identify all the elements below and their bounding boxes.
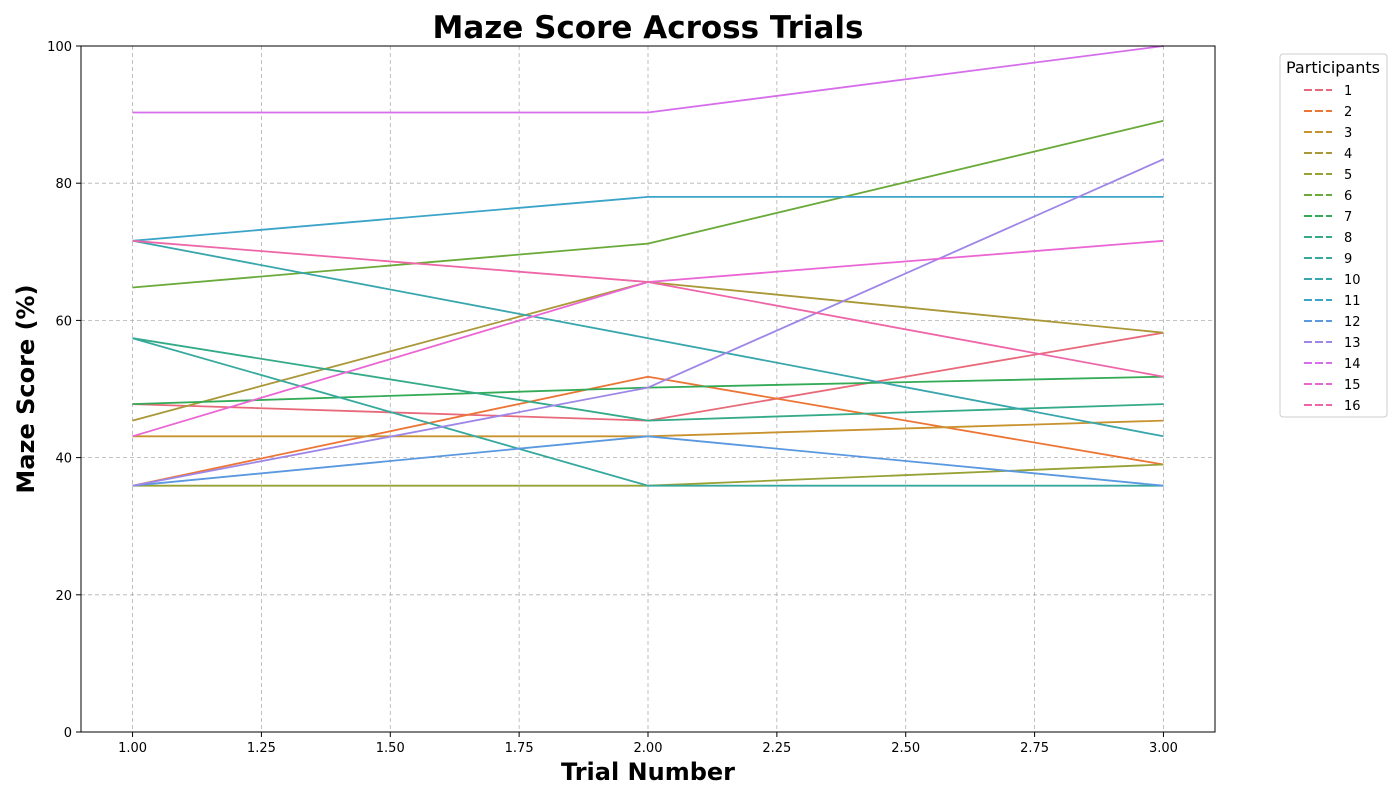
legend-label-5: 5	[1344, 168, 1352, 183]
x-tick-label: 2.25	[762, 741, 791, 756]
x-tick-label: 1.00	[118, 741, 147, 756]
series-line-10	[132, 239, 1164, 438]
x-tick-label: 2.50	[891, 741, 920, 756]
legend-box	[1279, 53, 1388, 418]
y-tick-label: 20	[55, 589, 72, 604]
y-tick-label: 80	[55, 177, 72, 192]
y-tick-label: 100	[47, 40, 72, 55]
legend-label-10: 10	[1344, 273, 1361, 288]
axis-ticks: 1.00 1.25 1.50 1.75 2.00 2.25 2.50 2.75 3.00 0 20 4…	[47, 40, 1178, 756]
legend-label-8: 8	[1344, 231, 1352, 246]
legend-label-3: 3	[1344, 126, 1352, 141]
legend-label-16: 16	[1344, 399, 1361, 414]
chart-title: Maze Score Across Trials	[432, 10, 863, 46]
y-axis-label: Maze Score (%)	[12, 284, 40, 493]
series-line-8	[132, 337, 1164, 422]
legend-label-14: 14	[1344, 357, 1361, 372]
x-tick-label: 1.50	[376, 741, 405, 756]
legend-label-13: 13	[1344, 336, 1361, 351]
series-lines	[132, 45, 1164, 487]
x-axis-label: Trial Number	[561, 758, 735, 786]
y-tick-label: 60	[55, 314, 72, 329]
legend-label-9: 9	[1344, 252, 1352, 267]
series-line-13	[132, 158, 1164, 487]
legend-label-7: 7	[1344, 210, 1352, 225]
x-tick-label: 1.25	[247, 741, 276, 756]
series-line-14	[132, 45, 1164, 114]
legend-label-1: 1	[1344, 84, 1352, 99]
legend-label-6: 6	[1344, 189, 1352, 204]
legend-label-11: 11	[1344, 294, 1361, 309]
x-tick-label: 3.00	[1149, 741, 1178, 756]
series-line-9	[132, 337, 1164, 487]
series-line-12	[132, 435, 1164, 487]
x-tick-label: 2.00	[634, 741, 663, 756]
legend-label-12: 12	[1344, 315, 1361, 330]
x-tick-label: 2.75	[1020, 741, 1049, 756]
y-tick-label: 40	[55, 452, 72, 467]
series-line-11	[132, 195, 1164, 242]
series-line-16	[132, 239, 1164, 378]
y-tick-label: 0	[64, 726, 72, 741]
legend-label-2: 2	[1344, 105, 1352, 120]
series-line-2	[132, 375, 1164, 487]
legend-title: Participants	[1286, 58, 1380, 77]
legend-label-4: 4	[1344, 147, 1352, 162]
legend-label-15: 15	[1344, 378, 1361, 393]
x-tick-label: 1.75	[505, 741, 534, 756]
